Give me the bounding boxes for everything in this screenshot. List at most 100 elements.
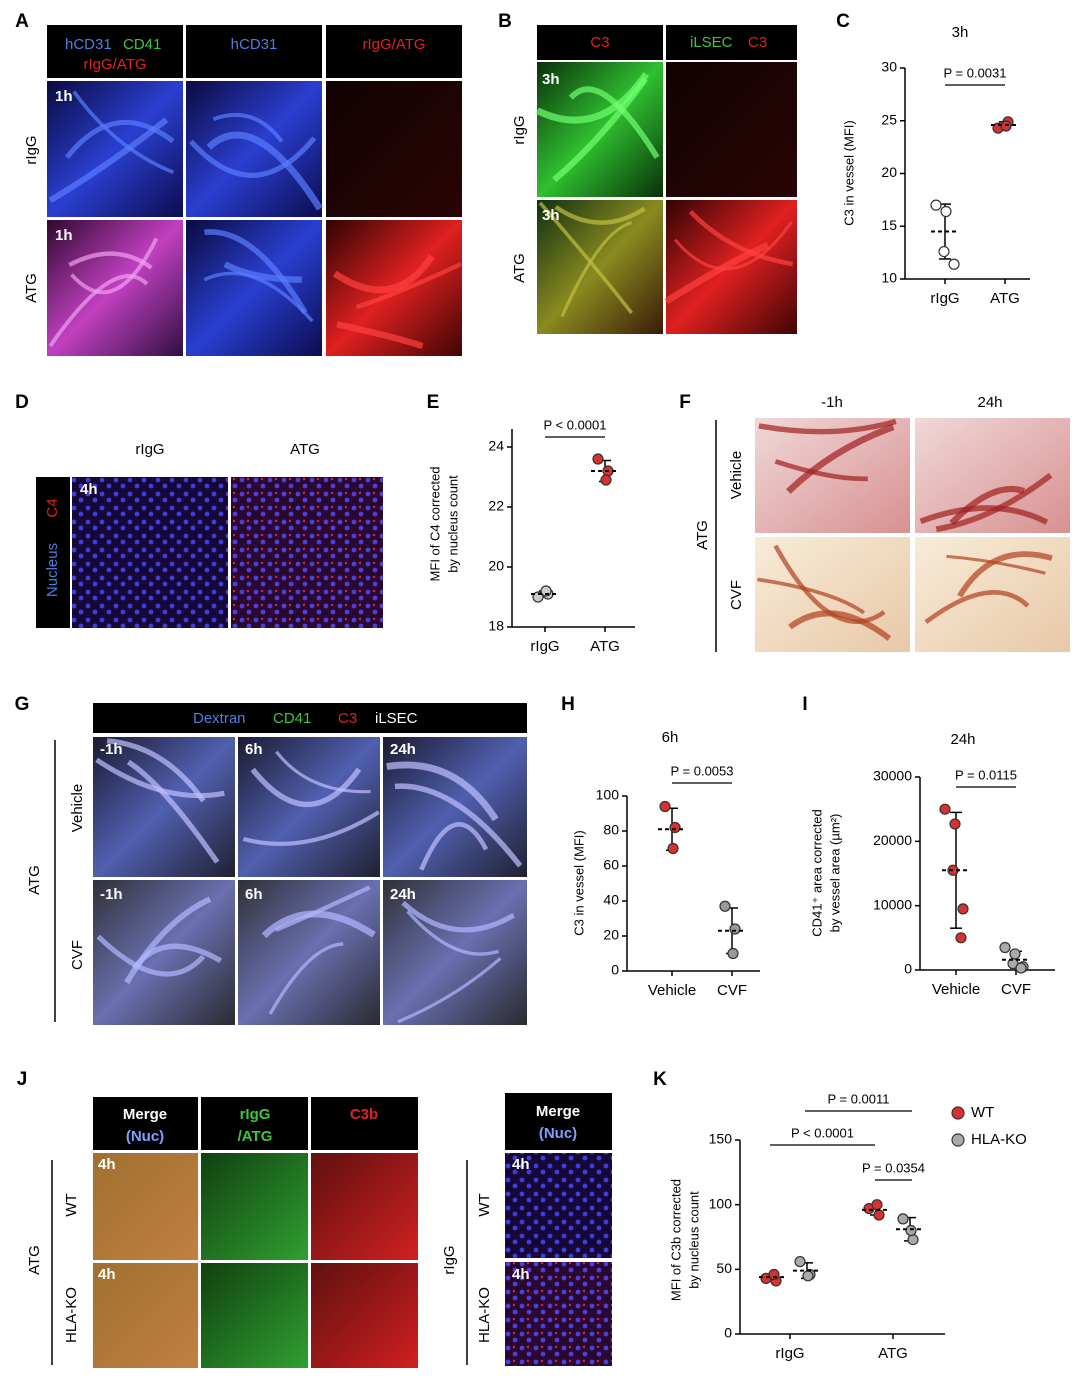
header-bar <box>36 477 70 628</box>
y-tick-label: 24 <box>488 438 504 454</box>
label: /ATG <box>238 1128 273 1145</box>
x-tick-label: rIgG <box>530 638 559 655</box>
chart-title: 24h <box>950 731 975 748</box>
data-point <box>802 1270 814 1282</box>
x-tick-label: rIgG <box>930 290 959 307</box>
label: 4h <box>512 1156 530 1173</box>
vessel <box>757 577 865 615</box>
x-tick-label: ATG <box>990 290 1020 307</box>
label: CD41 <box>123 36 161 53</box>
y-tick-label: 15 <box>881 217 897 233</box>
header-bar <box>93 703 527 733</box>
vessel <box>250 767 362 807</box>
y-tick-label: 30000 <box>873 768 912 784</box>
vessel <box>72 90 175 175</box>
header-bar <box>311 1097 418 1150</box>
vessel <box>758 418 897 435</box>
image-tile <box>93 1153 198 1260</box>
vessel <box>538 201 634 315</box>
vessel <box>673 221 793 271</box>
label: J <box>17 1069 28 1090</box>
label: iLSEC <box>375 710 418 727</box>
label: G <box>15 694 30 715</box>
label: Merge <box>536 1103 580 1120</box>
vessel <box>664 242 770 305</box>
y-tick-label: 50 <box>716 1260 732 1276</box>
data-point <box>897 1213 909 1225</box>
vessel <box>774 459 868 482</box>
y-tick-label: 20 <box>488 558 504 574</box>
data-point <box>938 245 950 258</box>
data-point <box>794 1255 806 1268</box>
label: WT <box>63 1193 80 1216</box>
data-point <box>873 1209 885 1221</box>
vessel <box>48 274 149 348</box>
label: hCD31 <box>65 36 112 53</box>
label: C <box>836 11 850 32</box>
axis-title: C3 in vessel (MFI) <box>571 830 586 935</box>
label: 4h <box>512 1266 530 1283</box>
vessel <box>106 738 206 803</box>
vessel <box>419 821 489 871</box>
y-tick-label: 20 <box>603 927 619 943</box>
image-tile <box>383 737 527 877</box>
legend-swatch <box>951 1133 965 1147</box>
data-point <box>667 842 679 855</box>
label: 6h <box>245 741 263 758</box>
label: -1h <box>100 741 123 758</box>
y-tick-label: 22 <box>488 498 504 514</box>
vessel <box>397 957 502 1024</box>
label: Vehicle <box>728 451 745 499</box>
label: rIgG <box>511 115 528 144</box>
label: hCD31 <box>231 36 278 53</box>
label: C3b <box>350 1106 378 1123</box>
image-tile <box>201 1263 308 1368</box>
axis-title: C3 in vessel (MFI) <box>841 120 856 225</box>
label: rIgG <box>240 1106 271 1123</box>
annotation: P < 0.0001 <box>791 1125 854 1140</box>
image-tile <box>186 81 322 217</box>
vessel <box>131 943 223 970</box>
vessel <box>554 205 646 225</box>
vessel <box>401 900 515 933</box>
header-bar <box>47 25 183 78</box>
label: CVF <box>69 940 86 970</box>
label: ATG <box>23 273 40 303</box>
image-tile <box>311 1153 418 1260</box>
image-tile <box>505 1262 612 1366</box>
label: ATG <box>511 253 528 283</box>
data-point <box>600 474 612 486</box>
data-point <box>957 903 969 915</box>
image-tile <box>666 200 797 334</box>
y-tick-label: 80 <box>603 822 619 838</box>
label: C3 <box>748 34 767 51</box>
annotation: P < 0.0001 <box>543 417 606 432</box>
data-point <box>949 818 961 830</box>
vessel <box>355 262 462 310</box>
vessel <box>332 254 435 294</box>
label: rIgG/ATG <box>83 56 146 73</box>
vessel <box>95 757 225 799</box>
data-point <box>1009 948 1021 960</box>
x-tick-label: CVF <box>1001 981 1031 998</box>
data-point <box>871 1199 883 1211</box>
annotation: P = 0.0031 <box>943 65 1006 80</box>
vessel <box>204 229 308 315</box>
y-tick-label: 0 <box>611 962 619 978</box>
vessel <box>552 77 648 183</box>
label: C3 <box>338 710 357 727</box>
label: ATG <box>26 865 43 895</box>
data-point <box>939 803 951 815</box>
annotation: P = 0.0053 <box>670 763 733 778</box>
vessel <box>688 209 794 267</box>
label: K <box>653 1069 667 1090</box>
label: iLSEC <box>690 34 733 51</box>
label: WT <box>476 1193 493 1216</box>
vessel <box>268 942 344 1015</box>
vessel <box>336 321 424 350</box>
image-tile <box>231 477 383 628</box>
label: H <box>561 694 575 715</box>
vessel <box>560 221 633 318</box>
y-tick-label: 100 <box>596 787 620 803</box>
